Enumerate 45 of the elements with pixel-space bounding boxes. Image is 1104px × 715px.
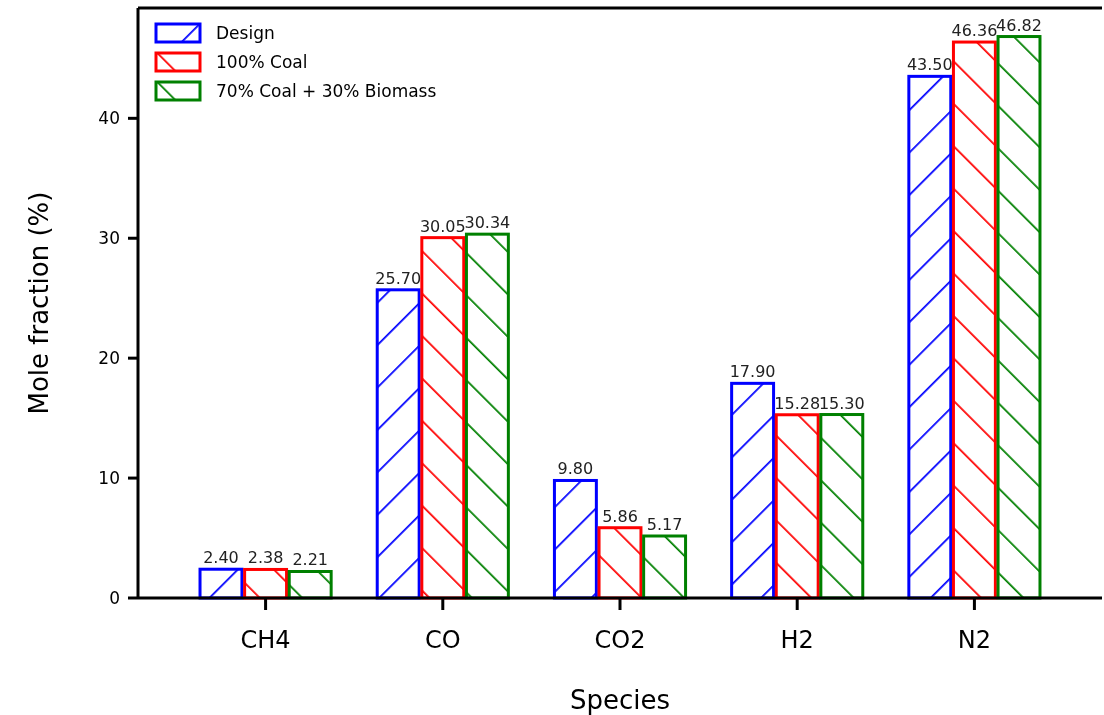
y-tick-label: 40 (98, 108, 120, 129)
legend-label: 100% Coal (216, 51, 308, 72)
bar (774, 413, 820, 600)
x-tick-label: H2 (780, 626, 814, 654)
x-tick-label: CO2 (594, 626, 646, 654)
bar (730, 381, 776, 600)
bar (996, 35, 1042, 600)
bar (420, 236, 466, 600)
x-tick-label: CH4 (240, 626, 291, 654)
bar (464, 232, 510, 600)
data-label: 30.34 (464, 213, 511, 233)
data-label: 25.70 (375, 268, 422, 288)
x-tick-label: CO (424, 626, 461, 654)
bar (907, 74, 953, 600)
y-tick-label: 30 (98, 228, 120, 249)
legend-label: Design (216, 22, 275, 43)
y-tick-label: 0 (109, 587, 120, 608)
bar (375, 288, 421, 600)
data-label: 9.80 (557, 459, 594, 479)
data-label: 15.28 (774, 393, 821, 413)
bar (552, 478, 598, 600)
y-axis-title: Mole fraction (%) (24, 191, 54, 415)
data-label: 30.05 (419, 216, 466, 236)
data-label: 46.82 (996, 15, 1042, 35)
x-tick-label: N2 (957, 626, 992, 654)
bar (243, 567, 289, 600)
y-tick-label: 20 (98, 348, 120, 369)
bar (951, 40, 997, 600)
data-label: 5.17 (646, 515, 683, 534)
data-label: 2.21 (292, 550, 328, 570)
data-label: 2.40 (203, 548, 239, 568)
bar (287, 570, 333, 600)
data-label: 5.86 (602, 506, 638, 526)
x-axis-title: Species (569, 685, 671, 715)
data-label: 15.30 (818, 393, 865, 413)
bar (819, 413, 865, 600)
legend-label: 70% Coal + 30% Biomass (216, 80, 437, 101)
bar (642, 534, 688, 600)
data-label: 2.38 (247, 548, 284, 568)
y-tick-label: 10 (98, 468, 120, 489)
data-label: 17.90 (729, 362, 776, 382)
data-label: 43.50 (906, 55, 953, 75)
data-label: 46.36 (951, 21, 998, 41)
bar (597, 526, 643, 600)
bar (198, 567, 244, 600)
